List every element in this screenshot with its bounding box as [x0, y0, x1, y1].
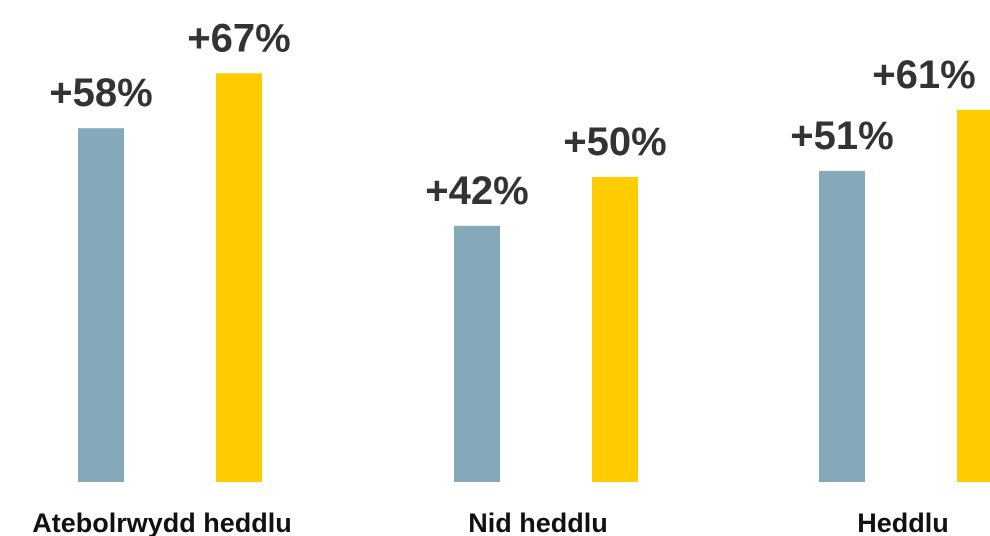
bar — [957, 109, 990, 483]
bar — [819, 170, 865, 482]
bar — [216, 73, 262, 483]
data-label: +51% — [790, 114, 893, 158]
x-tick-label: Heddlu — [857, 508, 949, 536]
data-label: +50% — [563, 120, 666, 164]
bar — [454, 225, 500, 483]
bar — [78, 128, 124, 482]
data-label: +67% — [187, 16, 290, 60]
data-label: +42% — [425, 169, 528, 213]
bar — [592, 177, 638, 482]
data-label: +61% — [872, 53, 975, 97]
x-tick-label: Atebolrwydd heddlu — [32, 508, 292, 536]
data-label: +58% — [49, 71, 152, 115]
x-tick-label: Nid heddlu — [468, 508, 607, 536]
